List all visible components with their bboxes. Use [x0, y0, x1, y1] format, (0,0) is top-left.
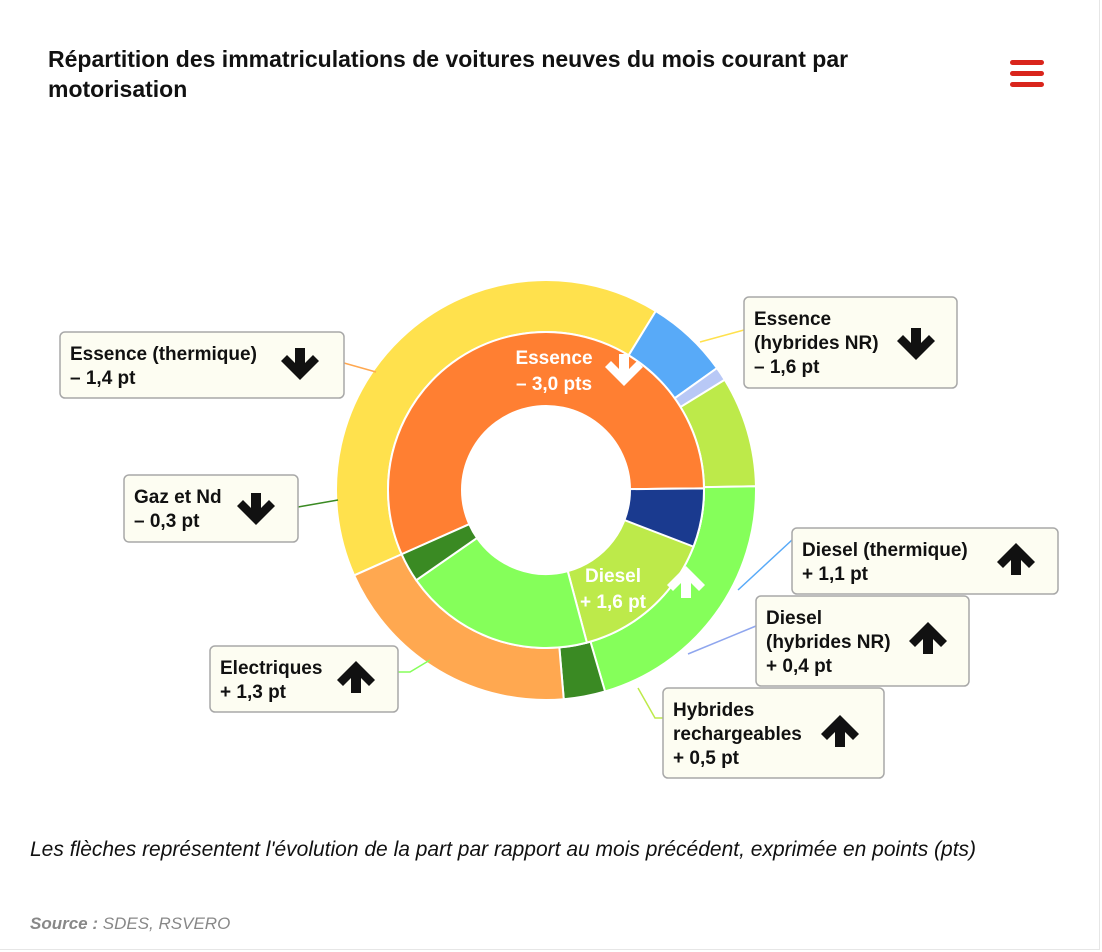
- inner-label-essence-change: – 3,0 pts: [516, 374, 592, 395]
- callout-hybrides-rechargeables-arrow-up-icon: [821, 715, 859, 747]
- callout-hybrides-rechargeables-line-1: Hybrides: [673, 700, 754, 721]
- callout-diesel-thermique-box: [791, 527, 1059, 595]
- inner-label-essence-name: Essence: [515, 348, 592, 369]
- hamburger-menu-icon[interactable]: [1004, 56, 1050, 92]
- callout-essence-hybrides-nr-line-3: – 1,6 pt: [754, 357, 820, 378]
- callout-essence-hybrides-nr-line-1: Essence: [754, 309, 831, 330]
- callout-diesel-thermique-connector: [737, 539, 793, 591]
- callout-hybrides-rechargeables-line-3: + 0,5 pt: [673, 748, 740, 769]
- callout-essence-hybrides-nr-line-2: (hybrides NR): [754, 333, 879, 354]
- inner-slice-electriques: [414, 536, 589, 649]
- chart-title: Répartition des immatriculations de voit…: [48, 46, 849, 102]
- callout-essence-thermique-arrow-down-icon: [281, 348, 319, 380]
- callout-diesel-thermique-line-1: Diesel (thermique): [802, 540, 968, 561]
- callout-gaz-et-nd-connector: [297, 499, 339, 508]
- callout-diesel-hybrides-nr-connector: [687, 625, 757, 655]
- callout-diesel-hybrides-nr-line-3: + 0,4 pt: [766, 656, 833, 677]
- callout-diesel-hybrides-nr-arrow-up-icon: [909, 622, 947, 654]
- callout-essence-thermique-line-2: – 1,4 pt: [70, 368, 136, 389]
- callout-essence-thermique-line-1: Essence (thermique): [70, 344, 257, 365]
- inner-slice-essence: [387, 331, 706, 556]
- inner-label-diesel-name: Diesel: [585, 566, 641, 587]
- callout-diesel-hybrides-nr-line-2: (hybrides NR): [766, 632, 891, 653]
- callout-electriques-line-1: Electriques: [220, 658, 322, 679]
- inner-label-diesel-change: + 1,6 pt: [580, 592, 647, 613]
- callout-diesel-hybrides-nr-line-1: Diesel: [766, 608, 822, 629]
- inner-slice-diesel-thermique: [623, 487, 705, 548]
- callout-gaz-et-nd-box: [123, 474, 299, 543]
- callout-essence-thermique-box: [59, 331, 345, 399]
- inner-label-essence-arrow-down-icon: [605, 354, 643, 386]
- footnote: Les flèches représentent l'évolution de …: [30, 838, 977, 861]
- callout-essence-thermique-connector: [343, 362, 377, 373]
- inner-slice-gaz-et-nd: [400, 522, 479, 582]
- callout-gaz-et-nd-arrow-down-icon: [237, 493, 275, 525]
- callout-hybrides-rechargeables-box: [662, 687, 885, 779]
- callout-essence-hybrides-nr-connector: [699, 329, 745, 343]
- source-value: SDES, RSVERO: [102, 914, 231, 933]
- source-label: Source :: [30, 914, 99, 933]
- callout-diesel-thermique-arrow-up-icon: [997, 543, 1035, 575]
- callout-electriques-box: [209, 645, 399, 713]
- callout-hybrides-rechargeables-line-2: rechargeables: [673, 724, 802, 745]
- callout-diesel-hybrides-nr-box: [755, 595, 970, 687]
- callout-hybrides-rechargeables-connector: [637, 687, 663, 719]
- callout-essence-hybrides-nr-arrow-down-icon: [897, 328, 935, 360]
- callout-electriques-connector: [398, 659, 431, 673]
- callout-gaz-et-nd-line-1: Gaz et Nd: [134, 487, 222, 508]
- callout-electriques-line-2: + 1,3 pt: [220, 682, 287, 703]
- nested-donut-chart: Essence – 3,0 pts Diesel + 1,6 pt Essence (hy…: [59, 279, 1059, 779]
- callout-diesel-thermique-line-2: + 1,1 pt: [802, 564, 869, 585]
- callout-essence-hybrides-nr-box: [743, 296, 958, 389]
- callout-electriques-arrow-up-icon: [337, 661, 375, 693]
- source-line: Source : SDES, RSVERO: [30, 914, 230, 934]
- inner-label-diesel-arrow-up-icon: [667, 566, 705, 598]
- callout-gaz-et-nd-line-2: – 0,3 pt: [134, 511, 200, 532]
